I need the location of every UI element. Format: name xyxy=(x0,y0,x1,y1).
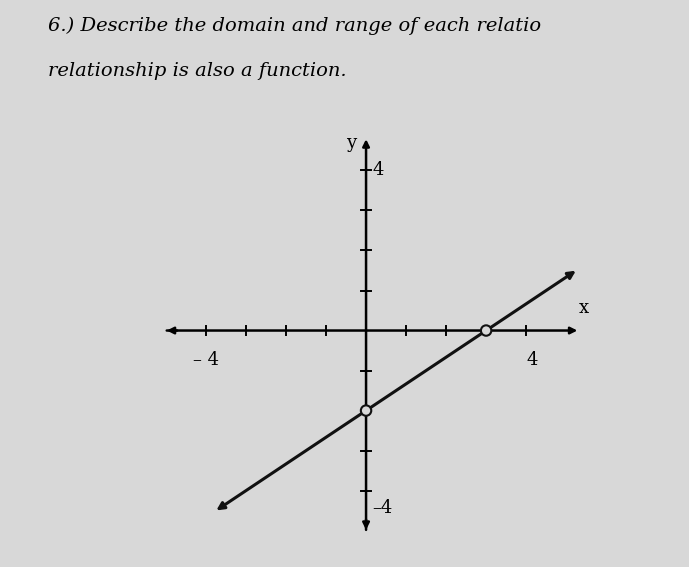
Text: – 4: – 4 xyxy=(193,350,219,369)
Circle shape xyxy=(481,325,491,336)
Circle shape xyxy=(361,405,371,416)
Text: y: y xyxy=(346,134,356,153)
Text: 4: 4 xyxy=(372,162,384,179)
Text: 4: 4 xyxy=(526,350,537,369)
Text: relationship is also a function.: relationship is also a function. xyxy=(48,62,347,81)
Text: 6.) Describe the domain and range of each relatio: 6.) Describe the domain and range of eac… xyxy=(48,17,542,35)
Text: x: x xyxy=(579,298,589,316)
Text: –4: –4 xyxy=(372,498,392,517)
